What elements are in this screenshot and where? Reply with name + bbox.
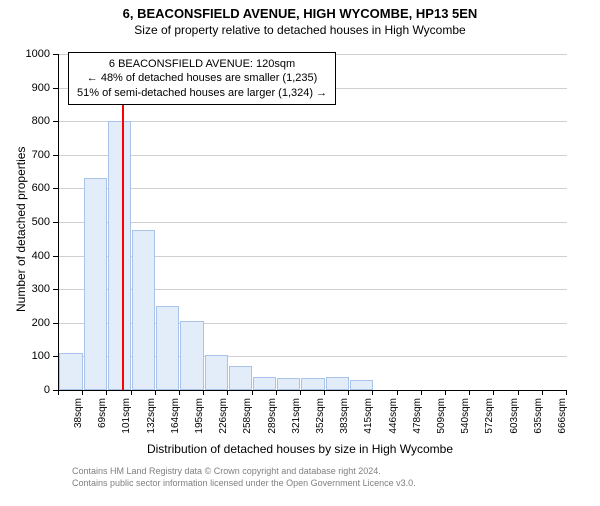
bar — [132, 230, 155, 390]
ytick-label: 600 — [10, 182, 50, 194]
bar — [108, 121, 131, 390]
bar — [180, 321, 203, 390]
xtick-label: 352sqm — [315, 398, 326, 448]
xtick-mark — [469, 390, 470, 395]
xtick-label: 195sqm — [194, 398, 205, 448]
xtick-label: 258sqm — [242, 398, 253, 448]
xtick-label: 415sqm — [363, 398, 374, 448]
bar — [156, 306, 179, 390]
chart-title: 6, BEACONSFIELD AVENUE, HIGH WYCOMBE, HP… — [0, 6, 600, 21]
ytick-mark — [53, 323, 58, 324]
xtick-mark — [58, 390, 59, 395]
xtick-label: 540sqm — [460, 398, 471, 448]
xtick-mark — [372, 390, 373, 395]
footer-text: Contains HM Land Registry data © Crown c… — [72, 466, 416, 489]
xtick-mark — [131, 390, 132, 395]
ytick-mark — [53, 356, 58, 357]
ytick-mark — [53, 54, 58, 55]
xtick-label: 289sqm — [267, 398, 278, 448]
xtick-label: 635sqm — [533, 398, 544, 448]
xtick-mark — [348, 390, 349, 395]
bar — [326, 377, 349, 390]
xtick-mark — [421, 390, 422, 395]
footer-line-1: Contains HM Land Registry data © Crown c… — [72, 466, 416, 478]
grid-line — [59, 155, 567, 156]
info-box: 6 BEACONSFIELD AVENUE: 120sqm ← 48% of d… — [68, 52, 336, 105]
info-line-3: 51% of semi-detached houses are larger (… — [77, 86, 327, 100]
ytick-mark — [53, 289, 58, 290]
xtick-label: 164sqm — [170, 398, 181, 448]
xtick-mark — [179, 390, 180, 395]
ytick-mark — [53, 155, 58, 156]
ytick-label: 200 — [10, 317, 50, 329]
info-line-2: ← 48% of detached houses are smaller (1,… — [77, 71, 327, 85]
ytick-label: 100 — [10, 350, 50, 362]
xtick-label: 666sqm — [557, 398, 568, 448]
bar — [253, 377, 276, 390]
ytick-label: 300 — [10, 283, 50, 295]
ytick-label: 1000 — [10, 48, 50, 60]
xtick-mark — [518, 390, 519, 395]
xtick-mark — [300, 390, 301, 395]
xtick-label: 321sqm — [291, 398, 302, 448]
xtick-mark — [203, 390, 204, 395]
bar — [350, 380, 373, 390]
ytick-mark — [53, 121, 58, 122]
xtick-label: 38sqm — [73, 398, 84, 448]
xtick-mark — [542, 390, 543, 395]
bar — [205, 355, 228, 390]
bar — [84, 178, 107, 390]
xtick-label: 132sqm — [146, 398, 157, 448]
xtick-mark — [227, 390, 228, 395]
xtick-label: 572sqm — [484, 398, 495, 448]
xtick-mark — [397, 390, 398, 395]
xtick-label: 226sqm — [218, 398, 229, 448]
bar — [277, 378, 300, 390]
xtick-mark — [252, 390, 253, 395]
xtick-label: 69sqm — [97, 398, 108, 448]
xtick-mark — [155, 390, 156, 395]
xtick-mark — [493, 390, 494, 395]
bar — [229, 366, 252, 390]
xtick-label: 383sqm — [339, 398, 350, 448]
bar — [59, 353, 82, 390]
xtick-mark — [106, 390, 107, 395]
ytick-label: 700 — [10, 149, 50, 161]
xtick-mark — [324, 390, 325, 395]
ytick-label: 0 — [10, 384, 50, 396]
grid-line — [59, 222, 567, 223]
xtick-label: 101sqm — [121, 398, 132, 448]
bar — [301, 378, 324, 390]
grid-line — [59, 188, 567, 189]
ytick-label: 800 — [10, 115, 50, 127]
ytick-mark — [53, 88, 58, 89]
xtick-mark — [445, 390, 446, 395]
xtick-mark — [566, 390, 567, 395]
chart-subtitle: Size of property relative to detached ho… — [0, 23, 600, 37]
xtick-label: 509sqm — [436, 398, 447, 448]
xtick-label: 603sqm — [509, 398, 520, 448]
ytick-mark — [53, 256, 58, 257]
xtick-label: 446sqm — [388, 398, 399, 448]
ytick-label: 500 — [10, 216, 50, 228]
xtick-mark — [276, 390, 277, 395]
ytick-label: 400 — [10, 250, 50, 262]
ytick-label: 900 — [10, 82, 50, 94]
ytick-mark — [53, 222, 58, 223]
grid-line — [59, 121, 567, 122]
chart-container: 6, BEACONSFIELD AVENUE, HIGH WYCOMBE, HP… — [0, 6, 600, 506]
xtick-label: 478sqm — [412, 398, 423, 448]
info-line-1: 6 BEACONSFIELD AVENUE: 120sqm — [77, 57, 327, 71]
xtick-mark — [82, 390, 83, 395]
ytick-mark — [53, 188, 58, 189]
footer-line-2: Contains public sector information licen… — [72, 478, 416, 490]
